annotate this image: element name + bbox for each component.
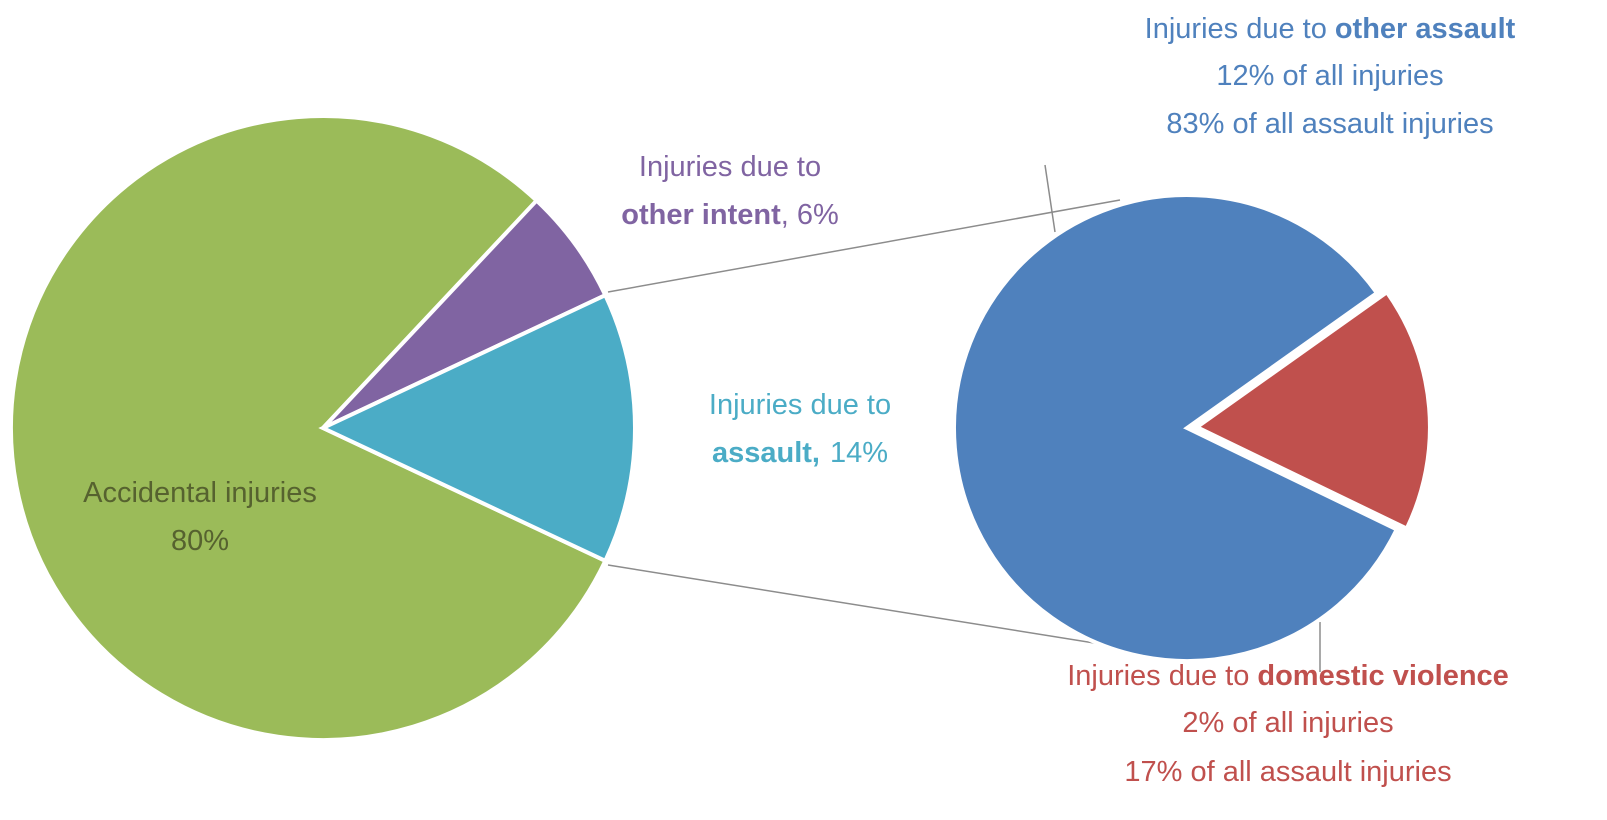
label-part: 83% of all assault injuries (1166, 108, 1493, 140)
data-label: 83% of all assault injuries (1166, 108, 1493, 140)
data-label: Accidental injuries (83, 477, 317, 509)
data-label: 80% (171, 525, 229, 557)
data-label: other intent, 6% (621, 199, 838, 231)
label-part: , (812, 437, 820, 469)
label-part: 17% of all assault injuries (1124, 756, 1451, 788)
label-part: other intent (621, 199, 781, 231)
label-part: Injuries due to (709, 389, 891, 421)
data-label: Injuries due to domestic violence (1067, 660, 1509, 692)
pie-slice (9, 114, 608, 742)
label-part: Injuries due to (1067, 660, 1249, 692)
label-part: 12% of all injuries (1216, 60, 1443, 92)
label-part: Injuries due to (1145, 13, 1327, 45)
data-label: Injuries due to other assault (1145, 13, 1516, 45)
label-part: 80% (171, 525, 229, 557)
label-part: 14% (830, 437, 888, 469)
label-part: 6% (797, 199, 839, 231)
label-part: domestic violence (1257, 660, 1508, 692)
label-part: assault (712, 437, 812, 469)
label-part: Injuries due to (639, 151, 821, 183)
pie-slice (952, 193, 1400, 663)
data-label: Injuries due to (709, 389, 891, 421)
data-label: Injuries due to (639, 151, 821, 183)
connector-line (607, 199, 1121, 293)
data-label: 2% of all injuries (1182, 707, 1393, 739)
leader-line (1044, 164, 1056, 233)
pie-slice (318, 292, 637, 564)
pie-slice (1193, 289, 1432, 532)
data-label: 12% of all injuries (1216, 60, 1443, 92)
label-part: other assault (1335, 13, 1516, 45)
slices (9, 114, 1432, 742)
label-part: Accidental injuries (83, 477, 317, 509)
data-label: assault, 14% (712, 437, 888, 469)
data-label: 17% of all assault injuries (1124, 756, 1451, 788)
label-part: 2% of all injuries (1182, 707, 1393, 739)
label-part: , (781, 199, 789, 231)
